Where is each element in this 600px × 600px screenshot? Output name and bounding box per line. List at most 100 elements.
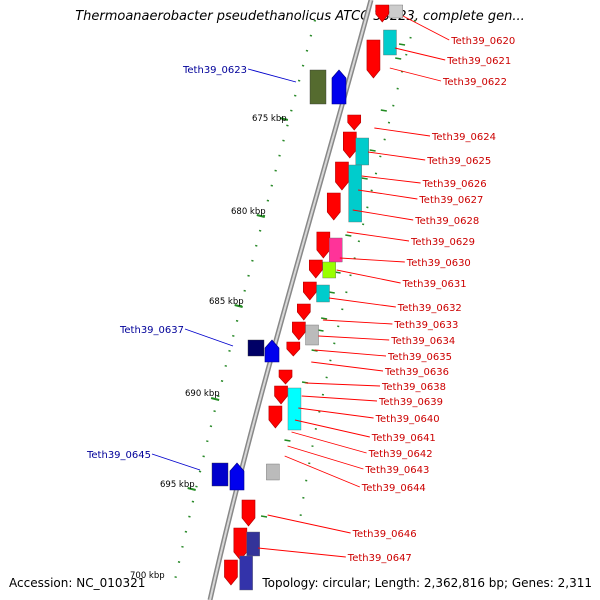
leader-line — [374, 127, 431, 137]
leader-line — [247, 68, 297, 83]
forward-gene-arrow — [347, 114, 362, 131]
leader-line — [368, 151, 426, 161]
scale-tick — [210, 397, 220, 401]
gene-category-box — [389, 4, 403, 19]
leader-line — [314, 349, 387, 357]
gene-category-box — [383, 29, 397, 56]
leader-line — [352, 209, 414, 221]
feature-tick — [260, 515, 268, 518]
leader-line — [339, 257, 405, 263]
scale-tick — [234, 304, 243, 308]
forward-gene-arrow — [297, 303, 311, 321]
gene-label-teth39-0641: Teth39_0641 — [371, 433, 436, 444]
gene-label-teth39-0646: Teth39_0646 — [352, 529, 417, 540]
gene-label-teth39-0647: Teth39_0647 — [347, 553, 412, 564]
forward-gene-arrow — [278, 369, 293, 385]
gene-category-box — [309, 69, 327, 105]
feature-tick — [361, 177, 368, 180]
leader-line — [394, 47, 446, 61]
gene-label-teth39-0635: Teth39_0635 — [387, 352, 452, 363]
reverse-gene-arrow — [229, 462, 245, 491]
feature-tick — [345, 234, 352, 237]
gene-label-teth39-0632: Teth39_0632 — [397, 303, 462, 314]
gene-label-teth39-0631: Teth39_0631 — [402, 279, 467, 290]
scale-label: 695 kbp — [160, 480, 195, 490]
leader-line — [328, 297, 396, 308]
gene-label-teth39-0628: Teth39_0628 — [414, 216, 479, 227]
leader-line — [298, 407, 374, 419]
gene-label-teth39-0633: Teth39_0633 — [393, 320, 458, 331]
gene-features — [211, 4, 403, 591]
leader-line — [257, 547, 346, 558]
scale-label: 685 kbp — [209, 297, 244, 307]
forward-gene-arrow — [326, 192, 341, 221]
forward-gene-arrow — [292, 321, 306, 341]
gene-category-box — [266, 463, 280, 481]
leader-line — [389, 67, 442, 82]
feature-tick — [311, 349, 318, 352]
scale-tick — [256, 214, 266, 218]
forward-gene-arrow — [366, 39, 381, 79]
forward-gene-arrow — [303, 281, 317, 301]
leader-line — [294, 419, 370, 438]
gene-label-teth39-0629: Teth39_0629 — [410, 237, 475, 248]
gene-label-teth39-0620: Teth39_0620 — [450, 36, 515, 47]
feature-tick — [284, 439, 291, 442]
forward-gene-arrow — [335, 161, 349, 191]
leader-line — [336, 269, 401, 284]
forward-gene-arrow — [241, 499, 256, 527]
gene-label-teth39-0621: Teth39_0621 — [446, 56, 511, 67]
gene-label-teth39-0645: Teth39_0645 — [86, 450, 151, 461]
gene-label-teth39-0630: Teth39_0630 — [406, 258, 471, 269]
label-leader-lines — [151, 15, 450, 558]
gene-labels: Teth39_0620 Teth39_0621 Teth39_0622 Teth39_… — [86, 36, 515, 564]
feature-tick — [395, 57, 402, 60]
gene-category-box — [211, 462, 229, 487]
accession-text: Accession: NC_010321 — [9, 576, 146, 590]
gene-label-teth39-0640: Teth39_0640 — [375, 414, 440, 425]
map-title: Thermoanaerobacter pseudethanolicus ATCC… — [75, 9, 525, 24]
leader-line — [301, 395, 378, 402]
gene-label-teth39-0622: Teth39_0622 — [442, 77, 507, 88]
leader-line — [322, 319, 393, 325]
scale-label: 675 kbp — [252, 114, 287, 124]
gene-label-teth39-0636: Teth39_0636 — [384, 367, 449, 378]
leader-line — [402, 15, 450, 41]
leader-line — [184, 328, 234, 347]
feature-tick — [328, 291, 335, 294]
reverse-gene-arrow — [331, 69, 347, 105]
gene-category-box — [355, 137, 369, 166]
leader-line — [151, 453, 201, 471]
gene-label-teth39-0637: Teth39_0637 — [119, 325, 184, 336]
forward-gene-arrow — [316, 231, 331, 259]
leader-line — [361, 175, 421, 184]
forward-gene-arrow — [308, 259, 323, 279]
scale-tick — [187, 487, 196, 491]
gene-label-teth39-0625: Teth39_0625 — [426, 156, 491, 167]
gene-label-teth39-0644: Teth39_0644 — [361, 483, 426, 494]
forward-gene-arrow — [224, 559, 238, 586]
leader-line — [287, 445, 364, 470]
feature-tick — [369, 149, 376, 152]
leader-line — [357, 189, 418, 200]
feature-tick — [320, 317, 328, 320]
leader-line — [318, 335, 390, 341]
scale-label: 680 kbp — [231, 207, 266, 217]
gene-label-teth39-0624: Teth39_0624 — [431, 132, 496, 143]
leader-line — [346, 231, 410, 242]
leader-line — [267, 514, 351, 534]
gene-label-teth39-0623: Teth39_0623 — [182, 65, 247, 76]
gene-label-teth39-0626: Teth39_0626 — [422, 179, 487, 190]
gene-label-teth39-0643: Teth39_0643 — [364, 465, 429, 476]
leader-line — [311, 361, 384, 372]
gene-category-box — [305, 324, 319, 346]
feature-tick — [380, 109, 387, 112]
gene-category-box — [239, 555, 253, 591]
scale-tick — [279, 117, 289, 121]
forward-gene-arrow — [233, 527, 248, 561]
forward-gene-arrow — [268, 405, 283, 429]
gene-category-box — [247, 339, 265, 357]
forward-gene-arrow — [375, 4, 390, 23]
